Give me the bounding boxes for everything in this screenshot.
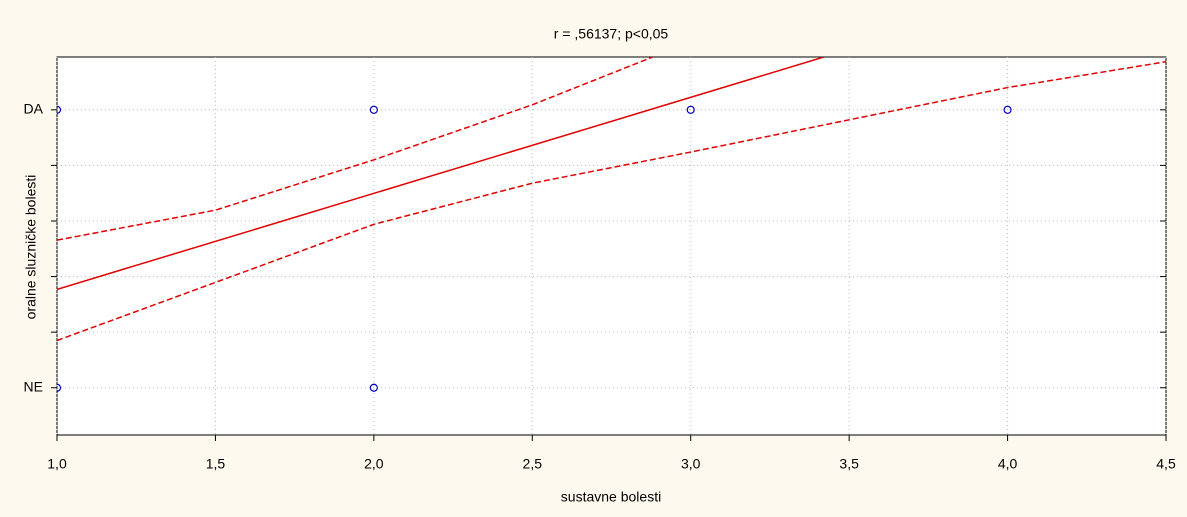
point <box>1003 105 1012 114</box>
point <box>57 383 62 392</box>
x-tick-label: 4,5 <box>1156 456 1176 472</box>
point <box>369 383 378 392</box>
x-tick-label: 3,5 <box>839 456 859 472</box>
x-tick-label: 1,5 <box>206 456 226 472</box>
y-tick-label: DA <box>24 101 44 117</box>
x-tick-label: 3,0 <box>681 456 701 472</box>
plot-area <box>56 56 1167 436</box>
x-tick-label: 4,0 <box>998 456 1018 472</box>
grid <box>56 57 1167 435</box>
x-tick-label: 1,0 <box>47 456 67 472</box>
marks <box>57 57 1166 392</box>
point <box>369 105 378 114</box>
x-tick-label: 2,5 <box>523 456 543 472</box>
y-tick-label: NE <box>24 378 43 394</box>
point <box>686 105 695 114</box>
y-axis-label: oralne sluzničke bolesti <box>23 175 39 320</box>
chart-title: r = ,56137; p<0,05 <box>554 26 669 42</box>
x-tick-label: 2,0 <box>364 456 384 472</box>
confidence-band <box>57 57 653 241</box>
confidence-band <box>57 60 1166 342</box>
regression-line <box>57 57 825 291</box>
x-axis-label: sustavne bolesti <box>561 489 661 505</box>
point <box>57 105 62 114</box>
